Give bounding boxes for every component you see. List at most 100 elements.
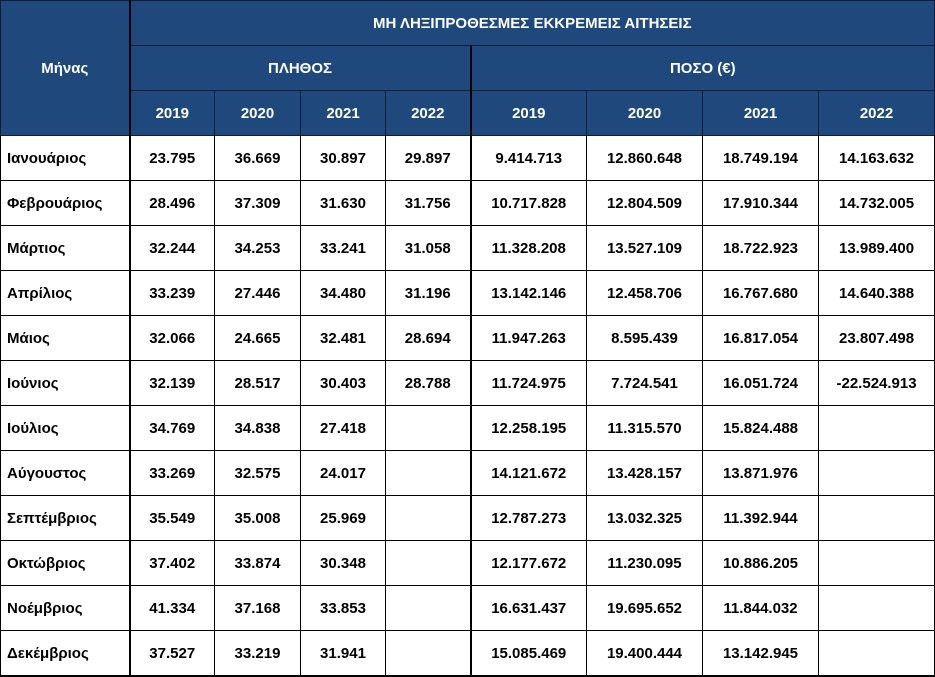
month-column-header: Μήνας	[0, 0, 131, 136]
table-row: Μάρτιος 32.244 34.253 33.241 31.058 11.328.20…	[0, 225, 935, 271]
count-cell: 34.480	[300, 270, 386, 316]
count-cell	[385, 450, 471, 496]
amount-cell: 12.258.195	[469, 405, 587, 451]
count-cell: 31.630	[300, 180, 386, 226]
count-cell: 27.446	[214, 270, 301, 316]
amount-cell: 18.749.194	[702, 135, 819, 181]
amount-cell: 8.595.439	[586, 315, 703, 361]
amount-cell: 16.817.054	[702, 315, 819, 361]
count-cell: 23.795	[129, 135, 215, 181]
count-cell: 31.058	[385, 225, 471, 271]
count-cell: 31.756	[385, 180, 471, 226]
amount-cell: 14.732.005	[817, 180, 935, 226]
table-row: Οκτώβριος 37.402 33.874 30.348 12.177.672 11.…	[0, 540, 935, 586]
amount-cell: 9.414.713	[469, 135, 587, 181]
count-cell: 28.694	[385, 315, 471, 361]
month-cell: Ιούλιος	[0, 405, 131, 451]
count-cell	[385, 585, 471, 631]
count-cell: 33.239	[129, 270, 215, 316]
amount-cell: 13.989.400	[817, 225, 935, 271]
month-cell: Ιούνιος	[0, 360, 131, 406]
count-cell: 24.017	[300, 450, 386, 496]
count-cell: 30.348	[300, 540, 386, 586]
amount-group-header: ΠΟΣΟ (€)	[469, 45, 935, 91]
amount-cell: 10.717.828	[469, 180, 587, 226]
amount-year-header: 2020	[586, 90, 703, 136]
month-cell: Νοέμβριος	[0, 585, 131, 631]
amount-cell: 11.328.208	[469, 225, 587, 271]
table-row: Αύγουστος 33.269 32.575 24.017 14.121.672 13.…	[0, 450, 935, 496]
amount-cell: 11.844.032	[702, 585, 819, 631]
month-cell: Σεπτέμβριος	[0, 495, 131, 541]
count-cell: 37.168	[214, 585, 301, 631]
count-cell	[385, 630, 471, 677]
count-cell: 32.139	[129, 360, 215, 406]
month-cell: Μάρτιος	[0, 225, 131, 271]
count-group-header: ΠΛΗΘΟΣ	[129, 45, 471, 91]
table-row: Δεκέμβριος 37.527 33.219 31.941 15.085.469 19…	[0, 630, 935, 677]
amount-cell: 12.860.648	[586, 135, 703, 181]
amount-cell: 11.315.570	[586, 405, 703, 451]
table-row: Μάιος 32.066 24.665 32.481 28.694 11.947.263 8…	[0, 315, 935, 361]
count-cell: 31.196	[385, 270, 471, 316]
count-cell: 28.517	[214, 360, 301, 406]
month-cell: Οκτώβριος	[0, 540, 131, 586]
count-year-header: 2021	[300, 90, 386, 136]
amount-cell: 14.163.632	[817, 135, 935, 181]
count-cell: 27.418	[300, 405, 386, 451]
count-cell	[385, 495, 471, 541]
amount-cell: 14.121.672	[469, 450, 587, 496]
count-cell	[385, 405, 471, 451]
count-cell: 35.008	[214, 495, 301, 541]
count-year-header: 2019	[129, 90, 215, 136]
amount-cell: 13.032.325	[586, 495, 703, 541]
amount-cell: 11.724.975	[469, 360, 587, 406]
count-cell: 32.066	[129, 315, 215, 361]
count-year-header: 2020	[214, 90, 301, 136]
count-cell: 41.334	[129, 585, 215, 631]
amount-cell: 13.142.945	[702, 630, 819, 677]
table-row: Ιανουάριος 23.795 36.669 30.897 29.897 9.414.…	[0, 135, 935, 181]
count-cell: 28.496	[129, 180, 215, 226]
amount-cell: 18.722.923	[702, 225, 819, 271]
count-cell: 37.309	[214, 180, 301, 226]
amount-cell: 17.910.344	[702, 180, 819, 226]
table-row: Σεπτέμβριος 35.549 35.008 25.969 12.787.273 1…	[0, 495, 935, 541]
amount-cell: 23.807.498	[817, 315, 935, 361]
amount-cell: 15.085.469	[469, 630, 587, 677]
month-cell: Φεβρουάριος	[0, 180, 131, 226]
count-cell: 32.481	[300, 315, 386, 361]
count-cell: 33.219	[214, 630, 301, 677]
amount-cell: 13.142.146	[469, 270, 587, 316]
amount-cell: 11.947.263	[469, 315, 587, 361]
table-row: Ιούλιος 34.769 34.838 27.418 12.258.195 11.31…	[0, 405, 935, 451]
count-cell: 28.788	[385, 360, 471, 406]
month-cell: Δεκέμβριος	[0, 630, 131, 677]
count-cell: 31.941	[300, 630, 386, 677]
table-row: Φεβρουάριος 28.496 37.309 31.630 31.756 10.71…	[0, 180, 935, 226]
count-cell: 30.403	[300, 360, 386, 406]
count-cell: 30.897	[300, 135, 386, 181]
count-cell: 36.669	[214, 135, 301, 181]
count-cell: 25.969	[300, 495, 386, 541]
amount-cell: 15.824.488	[702, 405, 819, 451]
amount-cell: 12.787.273	[469, 495, 587, 541]
count-cell: 37.402	[129, 540, 215, 586]
amount-year-header: 2019	[469, 90, 587, 136]
count-cell: 33.269	[129, 450, 215, 496]
month-cell: Αύγουστος	[0, 450, 131, 496]
count-cell: 32.244	[129, 225, 215, 271]
amount-year-header: 2021	[702, 90, 819, 136]
count-cell: 32.575	[214, 450, 301, 496]
table-row: Απρίλιος 33.239 27.446 34.480 31.196 13.142.1…	[0, 270, 935, 316]
amount-cell: 13.527.109	[586, 225, 703, 271]
amount-cell: 14.640.388	[817, 270, 935, 316]
count-cell: 33.853	[300, 585, 386, 631]
table-row: Ιούνιος 32.139 28.517 30.403 28.788 11.724.97…	[0, 360, 935, 406]
amount-cell: 16.631.437	[469, 585, 587, 631]
amount-cell	[817, 405, 935, 451]
count-cell: 34.838	[214, 405, 301, 451]
amount-cell: 12.177.672	[469, 540, 587, 586]
count-cell: 34.253	[214, 225, 301, 271]
